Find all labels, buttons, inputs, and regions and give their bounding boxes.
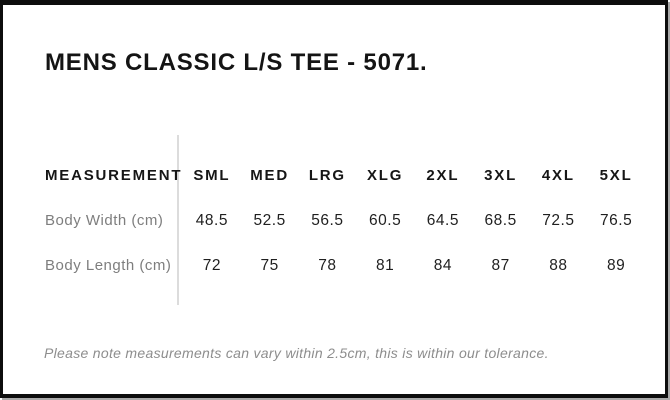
measurement-value: 60.5: [369, 211, 402, 229]
measurement-value: 48.5: [195, 211, 228, 229]
measurement-row-label: Body Length (cm): [45, 257, 172, 274]
measurement-value: 87: [491, 256, 510, 274]
size-table: MEASUREMENT SML MED LRG XLG 2XL 3XL 4XL …: [45, 153, 645, 288]
measurement-value: 75: [260, 256, 279, 274]
size-column-header-5xl: 5XL: [599, 167, 633, 184]
measurement-value: 89: [607, 256, 626, 274]
size-column-header-med: MED: [250, 167, 289, 184]
size-column-header-4xl: 4XL: [541, 167, 575, 184]
measurement-value: 78: [318, 256, 337, 274]
product-title: MENS CLASSIC L/S TEE - 5071.: [45, 49, 428, 76]
size-column-header-3xl: 3XL: [484, 167, 518, 184]
measurement-value: 88: [549, 256, 568, 274]
measurement-value: 81: [376, 256, 395, 274]
measurement-row-label: Body Width (cm): [45, 212, 164, 229]
table-row-body-length: Body Length (cm) 72 75 78 81 84 87 88 89: [45, 243, 645, 288]
size-column-header-lrg: LRG: [308, 167, 346, 184]
size-column-header-sml: SML: [193, 167, 231, 184]
measurement-value: 72: [202, 256, 221, 274]
size-column-header-xlg: XLG: [367, 167, 404, 184]
measurement-value: 64.5: [426, 211, 459, 229]
table-header-row: MEASUREMENT SML MED LRG XLG 2XL 3XL 4XL …: [45, 153, 645, 198]
measurement-value: 56.5: [311, 211, 344, 229]
measurement-value: 76.5: [600, 211, 633, 229]
column-divider: [177, 135, 179, 305]
measurement-value: 52.5: [253, 211, 286, 229]
measurement-value: 68.5: [484, 211, 517, 229]
tolerance-note: Please note measurements can vary within…: [44, 345, 549, 361]
measurement-column-header: MEASUREMENT: [45, 167, 183, 184]
measurement-value: 72.5: [542, 211, 575, 229]
table-row-body-width: Body Width (cm) 48.5 52.5 56.5 60.5 64.5…: [45, 198, 645, 243]
size-column-header-2xl: 2XL: [426, 167, 460, 184]
measurement-value: 84: [433, 256, 452, 274]
